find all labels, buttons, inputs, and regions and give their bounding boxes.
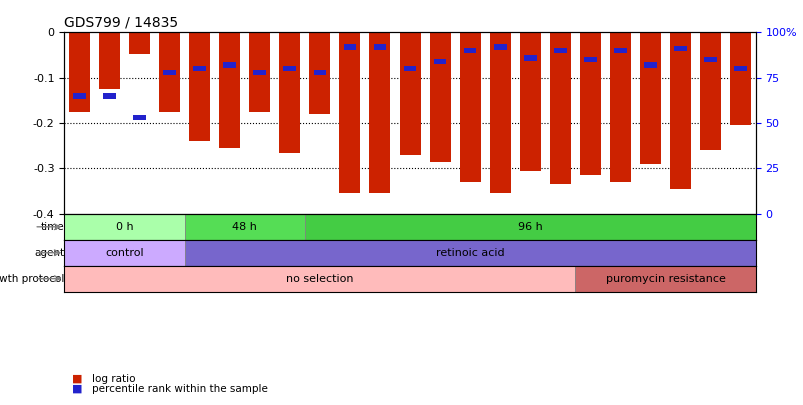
Text: 96 h: 96 h — [517, 222, 542, 232]
Bar — [249, 32, 270, 112]
Bar — [399, 32, 420, 155]
Bar — [339, 32, 360, 194]
Bar — [373, 44, 385, 50]
Bar — [133, 115, 145, 120]
Text: control: control — [105, 248, 144, 258]
Bar — [189, 32, 210, 141]
Bar — [279, 32, 300, 153]
Text: GDS799 / 14835: GDS799 / 14835 — [64, 16, 178, 30]
Bar — [223, 62, 236, 68]
Bar — [524, 55, 536, 60]
Bar — [69, 32, 90, 112]
Bar — [434, 59, 446, 64]
FancyBboxPatch shape — [185, 240, 755, 266]
Bar — [309, 32, 330, 114]
Text: log ratio: log ratio — [92, 374, 136, 384]
Bar — [674, 46, 686, 51]
Bar — [343, 44, 356, 50]
Bar — [553, 48, 566, 53]
Bar — [313, 70, 326, 75]
Bar — [613, 48, 626, 53]
Bar — [163, 70, 176, 75]
Bar — [703, 57, 716, 62]
Bar — [283, 66, 296, 71]
Bar — [193, 66, 206, 71]
Text: ■: ■ — [72, 384, 83, 394]
Text: no selection: no selection — [286, 274, 353, 284]
Bar — [159, 32, 180, 112]
Text: 48 h: 48 h — [232, 222, 257, 232]
Bar — [99, 32, 120, 89]
Text: growth protocol: growth protocol — [0, 274, 64, 284]
Text: puromycin resistance: puromycin resistance — [605, 274, 724, 284]
Text: 0 h: 0 h — [116, 222, 133, 232]
FancyBboxPatch shape — [304, 214, 755, 240]
Bar — [459, 32, 480, 182]
Bar — [128, 32, 150, 54]
Bar — [639, 32, 660, 164]
Bar — [549, 32, 570, 184]
Text: agent: agent — [35, 248, 64, 258]
Text: percentile rank within the sample: percentile rank within the sample — [92, 384, 268, 394]
Bar — [219, 32, 240, 148]
FancyBboxPatch shape — [64, 214, 185, 240]
Bar — [729, 32, 750, 126]
Bar — [519, 32, 540, 171]
Bar — [699, 32, 720, 150]
Bar — [403, 66, 416, 71]
Text: retinoic acid: retinoic acid — [435, 248, 503, 258]
Bar — [489, 32, 510, 194]
FancyBboxPatch shape — [64, 240, 185, 266]
Bar — [253, 70, 266, 75]
FancyBboxPatch shape — [64, 266, 575, 292]
Bar — [669, 32, 691, 189]
Text: time: time — [41, 222, 64, 232]
Bar — [583, 57, 596, 62]
Bar — [609, 32, 630, 182]
Bar — [463, 48, 476, 53]
Bar — [429, 32, 450, 162]
FancyBboxPatch shape — [575, 266, 755, 292]
Text: ■: ■ — [72, 374, 83, 384]
Bar — [493, 44, 506, 50]
Bar — [733, 66, 746, 71]
Bar — [643, 62, 656, 68]
FancyBboxPatch shape — [185, 214, 304, 240]
Bar — [73, 93, 86, 99]
Bar — [369, 32, 390, 194]
Bar — [103, 93, 116, 99]
Bar — [579, 32, 600, 175]
